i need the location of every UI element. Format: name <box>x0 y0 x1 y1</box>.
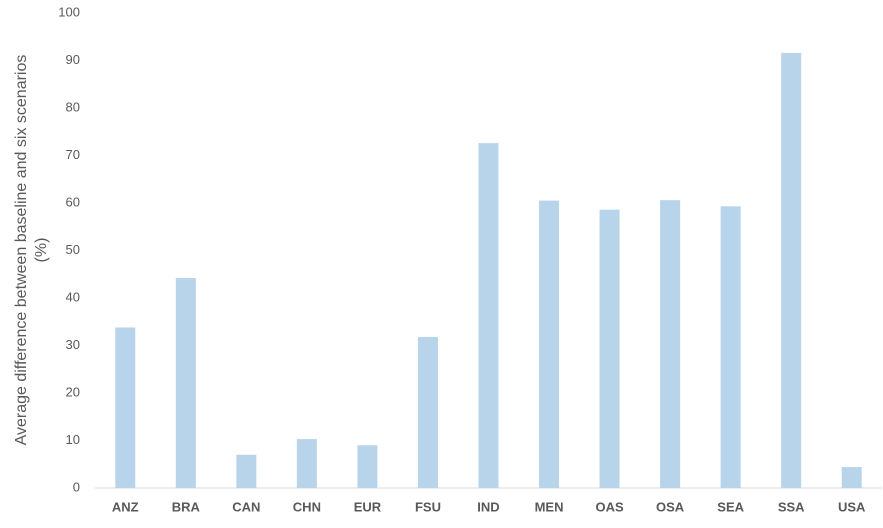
x-tick-label: BRA <box>172 499 201 514</box>
bar <box>417 336 438 488</box>
bar <box>599 209 620 488</box>
y-tick-label: 20 <box>66 384 80 399</box>
bar <box>175 278 196 488</box>
bar <box>296 439 317 488</box>
bar <box>660 200 681 488</box>
x-tick-label: OAS <box>595 499 624 514</box>
x-tick-label: EUR <box>354 499 382 514</box>
x-tick-label: CHN <box>293 499 321 514</box>
y-tick-label: 0 <box>73 479 80 494</box>
x-tick-label: OSA <box>656 499 685 514</box>
y-tick-label: 50 <box>66 242 80 257</box>
bar <box>357 445 378 488</box>
y-tick-label: 70 <box>66 147 80 162</box>
y-tick-label: 40 <box>66 289 80 304</box>
y-tick-label: 100 <box>58 4 80 19</box>
y-tick-label: 10 <box>66 432 80 447</box>
x-tick-label: CAN <box>232 499 260 514</box>
x-tick-label: SSA <box>778 499 805 514</box>
x-tick-label: MEN <box>535 499 564 514</box>
y-axis-label: (%) <box>33 238 50 263</box>
x-tick-label: USA <box>838 499 866 514</box>
y-tick-label: 60 <box>66 194 80 209</box>
x-tick-label: FSU <box>415 499 441 514</box>
x-tick-label: IND <box>477 499 499 514</box>
y-tick-label: 30 <box>66 337 80 352</box>
bar <box>781 52 802 489</box>
bar <box>236 454 257 488</box>
y-tick-label: 80 <box>66 99 80 114</box>
y-tick-label: 90 <box>66 52 80 67</box>
bar <box>478 143 499 488</box>
bar <box>720 206 741 488</box>
bar <box>539 200 560 488</box>
bar <box>115 327 136 488</box>
x-tick-label: ANZ <box>112 499 139 514</box>
x-tick-label: SEA <box>717 499 744 514</box>
y-axis-label: Average difference between baseline and … <box>13 55 30 446</box>
bar <box>841 467 862 488</box>
